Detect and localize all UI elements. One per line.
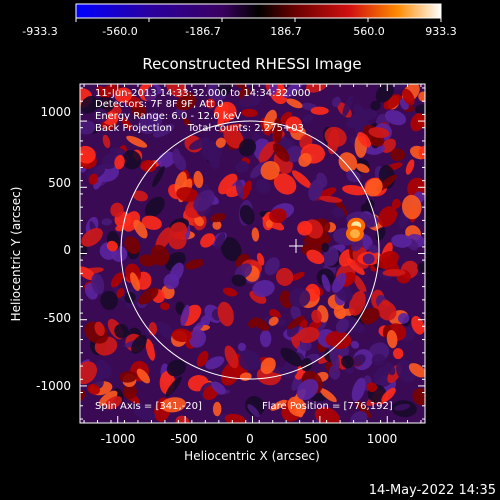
info-detectors: Detectors: 7F 8F 9F, Att 0 bbox=[95, 99, 223, 110]
x-tick-label: 0 bbox=[246, 432, 254, 446]
solar-limb-circle bbox=[120, 120, 380, 380]
y-tick-label: 0 bbox=[63, 243, 71, 257]
y-tick-label: 500 bbox=[48, 176, 71, 190]
y-axis-title: Heliocentric Y (arcsec) bbox=[9, 187, 23, 322]
x-tick-label: 1000 bbox=[367, 432, 398, 446]
colorbar-tick-label: -560.0 bbox=[102, 25, 137, 38]
colorbar-tick-label: 560.0 bbox=[353, 25, 385, 38]
axis-ticks bbox=[80, 84, 425, 423]
info-method-counts: Back Projection Total counts: 2.275+03 bbox=[95, 123, 304, 134]
plot-title: Reconstructed RHESSI Image bbox=[142, 55, 361, 73]
y-tick-label: 1000 bbox=[40, 105, 71, 119]
heatmap-image bbox=[80, 84, 425, 423]
colorbar-gradient bbox=[75, 3, 442, 19]
info-spin-axis: Spin Axis = [341,-20] bbox=[95, 401, 202, 412]
x-tick-label: -1000 bbox=[101, 432, 136, 446]
colorbar-tick-label: 933.3 bbox=[425, 25, 457, 38]
x-tick-label: 500 bbox=[305, 432, 328, 446]
footer-timestamp: 14-May-2022 14:35 bbox=[369, 483, 496, 498]
colorbar-tick-label: -933.3 bbox=[22, 25, 57, 38]
y-tick-label: -500 bbox=[44, 311, 71, 325]
y-tick-label: -1000 bbox=[36, 379, 71, 393]
spin-axis-marker bbox=[289, 239, 303, 253]
info-time-range: 11-Jun-2013 14:33:32.000 to 14:34:32.000 bbox=[95, 88, 311, 99]
info-energy-range: Energy Range: 6.0 - 12.0 keV bbox=[95, 111, 241, 122]
colorbar: -933.3 -560.0 -186.7 186.7 560.0 933.3 bbox=[22, 3, 457, 38]
colorbar-tick-label: -186.7 bbox=[185, 25, 220, 38]
info-block: 11-Jun-2013 14:33:32.000 to 14:34:32.000… bbox=[95, 88, 393, 412]
bright-spot bbox=[345, 225, 364, 242]
info-flare-position: Flare Position = [776,192] bbox=[262, 401, 393, 412]
colorbar-tick-label: 186.7 bbox=[270, 25, 302, 38]
x-tick-label: -500 bbox=[170, 432, 197, 446]
x-axis-title: Heliocentric X (arcsec) bbox=[184, 449, 320, 463]
